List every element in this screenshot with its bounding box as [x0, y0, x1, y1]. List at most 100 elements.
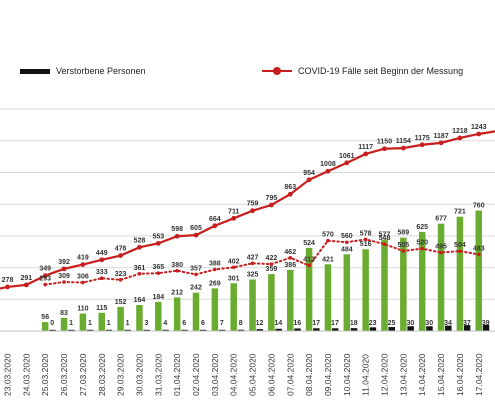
recovered-label: 625	[416, 224, 428, 231]
active-point	[363, 237, 368, 242]
cases-point	[174, 233, 180, 239]
deaths-label: 39	[482, 320, 490, 327]
active-point	[326, 238, 330, 243]
cases-point	[5, 284, 10, 290]
recovered-bar	[324, 264, 332, 331]
x-tick-label: 09.04.2020	[323, 353, 333, 396]
cases-point	[363, 151, 369, 157]
deaths-bar	[237, 329, 245, 331]
cases-point	[457, 135, 463, 141]
recovered-bar	[456, 216, 464, 331]
active-label: 504	[454, 242, 466, 249]
cases-label: 759	[247, 201, 259, 208]
cases-label: 1218	[452, 128, 468, 135]
cases-label: 476	[115, 246, 127, 253]
x-tick-label: 25.03.2020	[40, 353, 50, 396]
deaths-bar	[445, 325, 452, 331]
cases-label: 711	[228, 208, 239, 215]
recovered-label: 269	[209, 280, 221, 287]
cases-label: 1061	[339, 153, 355, 160]
recovered-bar	[381, 239, 388, 331]
active-label: 402	[228, 258, 240, 265]
cases-point	[382, 146, 387, 152]
active-label: 422	[266, 255, 278, 262]
cases-label: 795	[266, 195, 278, 202]
active-point	[401, 249, 406, 253]
deaths-label: 18	[350, 320, 358, 327]
deaths-bar	[275, 328, 282, 331]
x-tick-label: 17.04.2020	[474, 353, 484, 396]
x-tick-label: 07.04.2020	[285, 353, 295, 396]
deaths-label: 23	[369, 320, 377, 327]
recovered-bar	[400, 237, 407, 331]
active-point	[62, 280, 66, 284]
cases-point	[400, 145, 406, 151]
x-tick-label: 31.03.2020	[153, 353, 163, 396]
recovered-bar	[268, 274, 275, 331]
x-tick-label: 08.04.2020	[304, 353, 314, 396]
active-point	[156, 271, 161, 275]
legend-deaths-swatch	[20, 69, 50, 75]
deaths-bar	[388, 327, 395, 331]
recovered-bar	[230, 283, 237, 331]
deaths-label: 1	[107, 320, 111, 327]
recovered-bar	[117, 306, 124, 331]
active-dotted-line	[44, 238, 480, 286]
recovered-label: 115	[96, 305, 107, 312]
deaths-label: 12	[256, 320, 264, 327]
deaths-label: 7	[220, 320, 224, 327]
active-point	[118, 278, 123, 282]
cases-point	[438, 140, 444, 146]
deaths-bar	[256, 329, 264, 331]
deaths-bar	[49, 329, 56, 331]
x-tick-label: 02.04.2020	[191, 353, 201, 396]
x-tick-label: 11.04.2020	[361, 354, 371, 396]
cases-point	[344, 160, 350, 166]
deaths-label: 1	[88, 320, 92, 327]
active-point	[307, 263, 311, 268]
cases-point	[212, 223, 218, 229]
x-tick-label: 10.04.2020	[342, 353, 352, 396]
deaths-bar	[218, 329, 226, 331]
cases-point	[99, 257, 105, 263]
recovered-label: 152	[115, 299, 127, 306]
active-point	[439, 250, 443, 255]
active-point	[213, 267, 217, 272]
active-label: 578	[360, 230, 372, 237]
active-label: 520	[416, 240, 428, 247]
recovered-label: 184	[152, 294, 164, 301]
recovered-bar	[173, 297, 181, 331]
active-point	[99, 276, 104, 281]
x-tick-label: 01.04.2020	[172, 353, 182, 396]
recovered-label: 110	[77, 306, 88, 313]
deaths-bar	[105, 329, 113, 331]
active-label: 413	[303, 257, 315, 264]
deaths-bar	[331, 328, 339, 331]
cases-label: 419	[77, 255, 89, 262]
cases-point	[42, 273, 48, 279]
deaths-bar	[369, 327, 377, 331]
active-point	[345, 240, 349, 245]
cases-point	[476, 131, 482, 137]
active-label: 462	[284, 249, 296, 256]
recovered-label: 421	[322, 256, 334, 263]
x-tick-label: 13.04.2020	[398, 353, 408, 396]
cases-point	[419, 142, 425, 148]
deaths-bar	[86, 329, 94, 331]
deaths-label: 17	[331, 320, 339, 327]
recovered-label: 212	[171, 289, 183, 296]
recovered-label: 516	[360, 241, 372, 248]
cases-point	[306, 177, 312, 183]
recovered-bar	[211, 288, 219, 331]
active-label: 570	[322, 232, 334, 239]
active-label: 495	[435, 244, 447, 251]
active-point	[288, 255, 293, 260]
recovered-label: 721	[454, 209, 466, 216]
active-point	[269, 262, 274, 266]
active-label: 505	[398, 242, 410, 249]
recovered-bar	[437, 223, 445, 331]
x-tick-label: 12.04.2020	[380, 353, 390, 396]
deaths-bar	[143, 329, 150, 331]
deaths-label: 14	[275, 320, 283, 327]
